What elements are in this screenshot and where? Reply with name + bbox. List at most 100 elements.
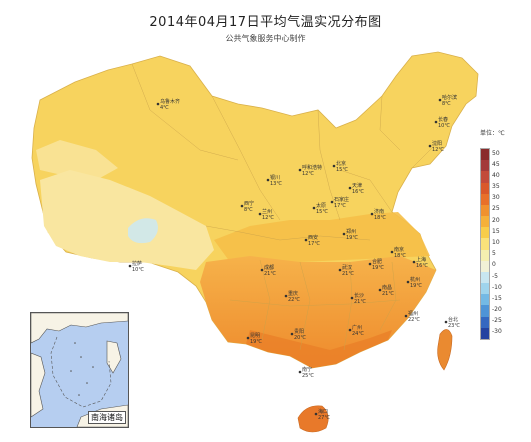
city-dot bbox=[128, 264, 132, 268]
city-name: 西宁 bbox=[244, 200, 254, 207]
city-dot bbox=[434, 120, 438, 124]
inset-right-landmass bbox=[106, 340, 122, 374]
city-dot bbox=[246, 336, 250, 340]
city-temperature: 13℃ bbox=[270, 181, 282, 187]
city-temperature: 15℃ bbox=[316, 209, 328, 215]
legend-tick-label: -20 bbox=[492, 306, 502, 314]
city-temperature: 25℃ bbox=[302, 373, 314, 379]
legend-tick-label: 50 bbox=[492, 149, 500, 157]
city-name: 银川 bbox=[270, 174, 280, 181]
city-name: 哈尔滨 bbox=[442, 94, 457, 101]
city-temperature: 27℃ bbox=[318, 415, 330, 421]
city-name: 呼和浩特 bbox=[302, 164, 322, 171]
city-temperature: 19℃ bbox=[250, 339, 262, 345]
legend-tick-label: 20 bbox=[492, 216, 500, 224]
city-dot bbox=[342, 232, 346, 236]
city-temperature: 16℃ bbox=[352, 189, 364, 195]
legend-tick-label: 5 bbox=[492, 250, 496, 258]
legend-unit: 单位：℃ bbox=[480, 130, 505, 137]
city-name: 上海 bbox=[416, 256, 426, 263]
city-dot bbox=[438, 98, 442, 102]
city-temperature: 8℃ bbox=[244, 207, 253, 213]
hainan-island bbox=[297, 405, 329, 433]
taiwan-island bbox=[437, 329, 453, 371]
city-name: 郑州 bbox=[346, 228, 356, 235]
inset-coastline bbox=[31, 313, 128, 344]
city-dot bbox=[412, 260, 416, 264]
city-dot bbox=[304, 238, 308, 242]
city-dot bbox=[240, 204, 244, 208]
city-temperature: 8℃ bbox=[442, 101, 451, 107]
city-temperature: 22℃ bbox=[288, 297, 300, 303]
city-temperature: 16℃ bbox=[416, 263, 428, 269]
city-name: 太原 bbox=[316, 202, 326, 209]
inset-label: 南海诸岛 bbox=[88, 411, 126, 424]
city-name: 沈阳 bbox=[432, 140, 442, 147]
city-name: 重庆 bbox=[288, 290, 298, 297]
city-name: 南京 bbox=[394, 246, 404, 253]
legend-tick-label: 25 bbox=[492, 205, 500, 213]
legend-swatch bbox=[481, 316, 489, 328]
city-temperature: 19℃ bbox=[346, 235, 358, 241]
city-temperature: 17℃ bbox=[334, 203, 346, 209]
city-name: 长沙 bbox=[354, 292, 364, 299]
city-name: 天津 bbox=[352, 182, 362, 189]
city-temperature: 10℃ bbox=[438, 123, 450, 129]
city-name: 西安 bbox=[308, 234, 318, 241]
legend-swatch bbox=[481, 149, 489, 161]
city-temperature: 15℃ bbox=[336, 167, 348, 173]
inset-map bbox=[31, 313, 128, 427]
city-name: 昆明 bbox=[250, 333, 260, 339]
legend-tick-label: -10 bbox=[492, 283, 502, 291]
city-temperature: 19℃ bbox=[372, 265, 384, 271]
legend-tick-label: 10 bbox=[492, 239, 500, 246]
city-markers: 乌鲁木齐4℃哈尔滨8℃长春10℃沈阳12℃呼和浩特12℃银川13℃北京15℃天津… bbox=[128, 94, 460, 421]
legend-swatch bbox=[481, 283, 489, 295]
city-temperature: 19℃ bbox=[410, 283, 422, 289]
city-dot bbox=[368, 262, 372, 266]
city-temperature: 20℃ bbox=[294, 335, 306, 341]
legend-swatch bbox=[481, 260, 489, 272]
legend-tick-label: -25 bbox=[492, 317, 502, 325]
city-dot bbox=[298, 370, 302, 374]
city-temperature: 12℃ bbox=[262, 215, 274, 221]
city-temperature: 21℃ bbox=[264, 271, 276, 277]
city-name: 南宁 bbox=[302, 366, 312, 373]
city-dot bbox=[390, 250, 394, 254]
city-name: 海口 bbox=[318, 408, 328, 415]
city-name: 长春 bbox=[438, 116, 448, 123]
city-dot bbox=[332, 164, 336, 168]
legend: 单位：℃ 50 45 40 35 30 25 20 15 10 5 0 -5 -10 -15 -20 -25-… bbox=[478, 128, 528, 348]
legend-swatch bbox=[481, 238, 489, 250]
south-china-sea-inset: 南海诸岛 bbox=[30, 312, 129, 428]
city-temperature: 21℃ bbox=[342, 271, 354, 277]
inset-left-landmass bbox=[31, 352, 46, 418]
city-name: 台北 bbox=[448, 316, 458, 323]
page-title: 2014年04月17日平均气温实况分布图 bbox=[149, 15, 382, 30]
plateau-cool-spot bbox=[128, 218, 158, 244]
city-dot bbox=[428, 144, 432, 148]
city-temperature: 18℃ bbox=[374, 215, 386, 221]
legend-tick-label: -15 bbox=[492, 294, 502, 302]
city-temperature: 17℃ bbox=[308, 241, 320, 247]
legend-tick-labels: 50 45 40 35 30 25 20 15 10 5 0 -5 -10 -15 -20 -25 -30 bbox=[492, 148, 522, 338]
legend-tick-label: 0 bbox=[492, 261, 496, 269]
province-borders bbox=[131, 63, 441, 351]
